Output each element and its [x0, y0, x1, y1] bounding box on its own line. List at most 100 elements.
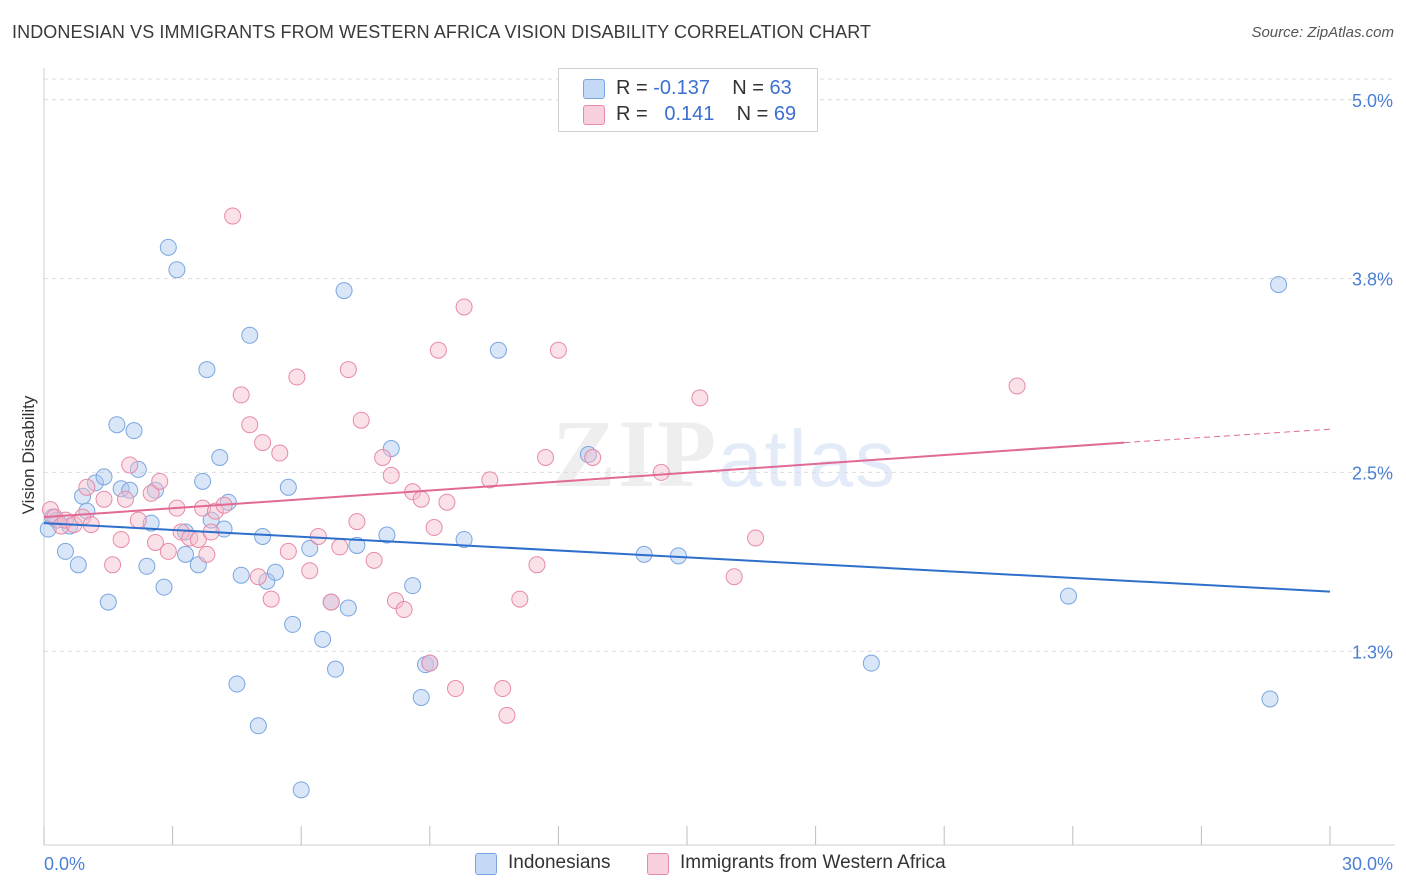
western-africa-point	[725, 568, 743, 586]
western-africa-point	[537, 449, 555, 466]
axes	[43, 68, 1395, 846]
indonesian-point	[211, 449, 229, 466]
western-africa-point	[374, 449, 392, 466]
x-tick-label-max: 30.0%	[1342, 854, 1393, 874]
watermark-atlas: atlas	[718, 414, 898, 503]
legend-r-value: 0.141	[664, 103, 715, 125]
chart-title: INDONESIAN VS IMMIGRANTS FROM WESTERN AF…	[12, 22, 872, 42]
western-africa-point	[395, 601, 413, 619]
indonesian-point	[339, 599, 357, 617]
western-africa-point	[151, 472, 169, 490]
western-africa-point	[691, 389, 709, 407]
indonesian-point	[198, 361, 216, 379]
indonesian-point	[254, 527, 272, 545]
indonesian-point	[112, 480, 130, 498]
western-africa-point	[429, 341, 447, 359]
watermark-zip: ZIP	[552, 400, 719, 507]
indonesian-point	[326, 660, 344, 678]
western-africa-point	[511, 590, 529, 608]
tick-labels: 1.3% 2.5% 3.8% 5.0% 0.0% 30.0%	[44, 91, 1393, 874]
indonesian-point	[121, 481, 139, 499]
western-africa-point	[481, 471, 499, 489]
indonesian-point	[168, 261, 186, 279]
western-africa-point	[95, 490, 113, 508]
indonesians-points	[39, 238, 1288, 799]
western-africa-point	[198, 545, 216, 563]
western-africa-point	[455, 298, 473, 316]
indonesian-point	[404, 577, 422, 595]
indonesian-point	[266, 563, 284, 581]
western-africa-point	[1008, 377, 1026, 395]
western-africa-point	[142, 484, 160, 502]
y-tick-label: 1.3%	[1352, 642, 1393, 662]
western-africa-point	[224, 207, 242, 225]
western-africa-point	[116, 490, 134, 508]
indonesian-point	[258, 572, 276, 590]
western-africa-point	[331, 538, 349, 556]
legend-swatch-pink	[583, 105, 605, 125]
legend-n-value: 63	[769, 77, 792, 99]
western-africa-point	[322, 593, 340, 611]
western-africa-point	[425, 519, 443, 537]
indonesian-point	[862, 654, 880, 672]
western-africa-point	[652, 463, 670, 481]
western-africa-point	[254, 434, 272, 452]
western-africa-point	[339, 361, 357, 379]
western-africa-point	[382, 466, 400, 484]
western-africa-point	[172, 523, 190, 541]
indonesian-point	[241, 326, 259, 344]
western-africa-point	[447, 680, 465, 698]
western-africa-point	[279, 542, 297, 560]
indonesian-point	[382, 440, 400, 458]
western-africa-point	[232, 386, 250, 404]
indonesian-point	[155, 578, 173, 596]
indonesian-point	[125, 422, 143, 440]
western-africa-point	[271, 444, 289, 462]
indonesian-point	[176, 545, 194, 563]
indonesian-point	[1060, 587, 1078, 605]
indonesian-point	[292, 781, 310, 799]
indonesian-point	[489, 341, 507, 359]
y-axis-label: Vision Disability	[19, 395, 38, 514]
western-africa-point	[129, 511, 147, 529]
western-africa-point	[747, 529, 765, 547]
indonesian-point	[86, 474, 104, 492]
western-africa-point	[498, 706, 516, 724]
indonesian-point	[314, 630, 332, 648]
western-africa-point	[584, 449, 602, 466]
indonesian-point	[279, 478, 297, 496]
western-africa-point	[348, 513, 366, 531]
western-africa-point	[352, 411, 370, 429]
indonesian-point	[335, 282, 353, 300]
legend-n-label: N =	[732, 77, 764, 99]
bottom-legend-swatch-blue	[475, 853, 497, 875]
y-tick-label: 2.5%	[1352, 463, 1393, 483]
legend-swatch-blue	[583, 79, 605, 99]
legend-stats-pink: R = 0.141 N = 69	[616, 103, 796, 126]
indonesian-point	[202, 511, 220, 529]
western-africa-points	[41, 207, 1026, 724]
indonesian-point	[159, 238, 177, 256]
indonesian-point	[129, 460, 147, 478]
indonesian-point	[95, 468, 113, 486]
indonesian-point	[378, 526, 396, 544]
bottom-legend-label-blue: Indonesians	[508, 852, 611, 873]
western-africa-point	[365, 551, 383, 569]
western-africa-point	[387, 592, 405, 610]
western-africa-point	[249, 568, 267, 586]
indonesian-point	[232, 566, 250, 584]
legend-stats-blue: R = -0.137 N = 63	[616, 77, 792, 100]
indonesian-point	[142, 514, 160, 532]
western-africa-point	[112, 530, 130, 548]
indonesian-point	[194, 472, 212, 490]
trend-lines	[43, 428, 1331, 593]
indonesian-point	[138, 557, 156, 575]
indonesian-point	[301, 539, 319, 557]
correlation-legend: R = -0.137 N = 63 R = 0.141 N = 69	[558, 68, 818, 132]
indonesians-trend-line	[43, 522, 1331, 593]
western-africa-point	[412, 490, 430, 508]
indonesian-point	[1261, 690, 1279, 708]
legend-r-value: -0.137	[653, 77, 710, 99]
indonesian-point	[99, 593, 117, 611]
